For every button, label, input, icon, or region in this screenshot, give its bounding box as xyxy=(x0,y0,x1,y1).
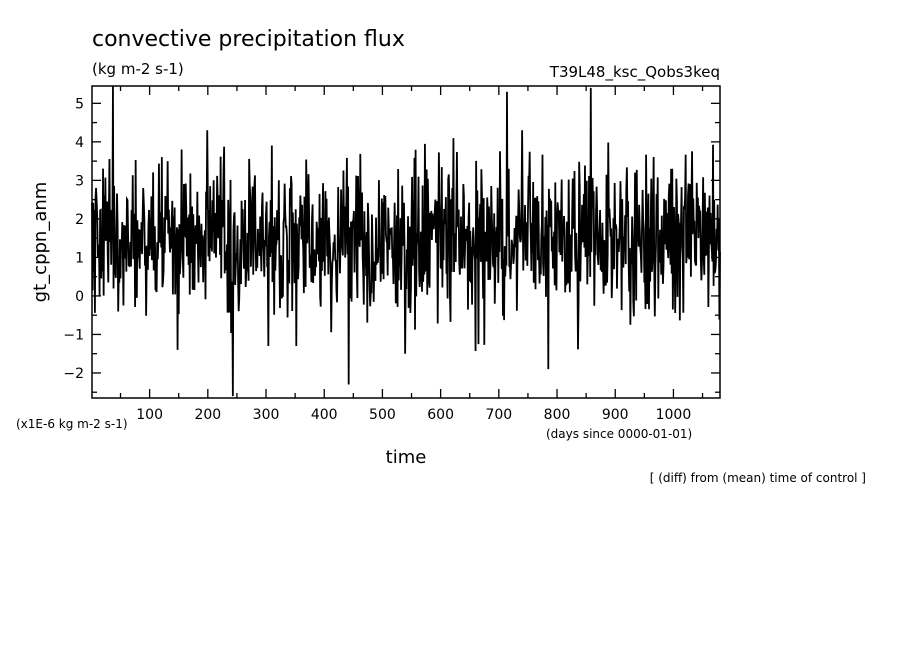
x-ticks xyxy=(119,86,704,398)
x-tick-label: 500 xyxy=(369,407,396,423)
y-tick-labels: −2 −1 0 1 2 3 4 5 xyxy=(63,96,84,382)
y-tick-label: −2 xyxy=(63,366,84,382)
y-scale-note: (x1E-6 kg m-2 s-1) xyxy=(16,417,128,431)
y-tick-label: 2 xyxy=(75,212,84,228)
y-tick-label: 4 xyxy=(75,135,84,151)
x-tick-label: 100 xyxy=(136,407,163,423)
x-units: (days since 0000-01-01) xyxy=(546,427,692,441)
series-line xyxy=(91,85,721,397)
y-tick-label: 0 xyxy=(75,289,84,305)
footnote: [ (diff) from (mean) time of control ] xyxy=(650,471,866,485)
x-tick-label: 200 xyxy=(194,407,221,423)
y-axis-label: gt_cppn_anm xyxy=(30,182,51,303)
chart-title: convective precipitation flux xyxy=(92,27,405,52)
x-tick-label: 1000 xyxy=(656,407,692,423)
y-tick-label: 5 xyxy=(75,96,84,112)
run-label: T39L48_ksc_Qobs3keq xyxy=(549,63,720,82)
y-tick-label: 1 xyxy=(75,250,84,266)
x-tick-label: 900 xyxy=(602,407,629,423)
y-tick-label: −1 xyxy=(63,327,84,343)
x-tick-label: 600 xyxy=(427,407,454,423)
x-tick-label: 700 xyxy=(485,407,512,423)
x-tick-labels: 100 200 300 400 500 600 700 800 900 1000 xyxy=(136,407,691,423)
x-tick-label: 800 xyxy=(544,407,571,423)
x-axis-label: time xyxy=(386,447,427,468)
x-tick-label: 400 xyxy=(311,407,338,423)
x-tick-label: 300 xyxy=(253,407,280,423)
chart-units: (kg m-2 s-1) xyxy=(92,60,184,78)
y-tick-label: 3 xyxy=(75,173,84,189)
